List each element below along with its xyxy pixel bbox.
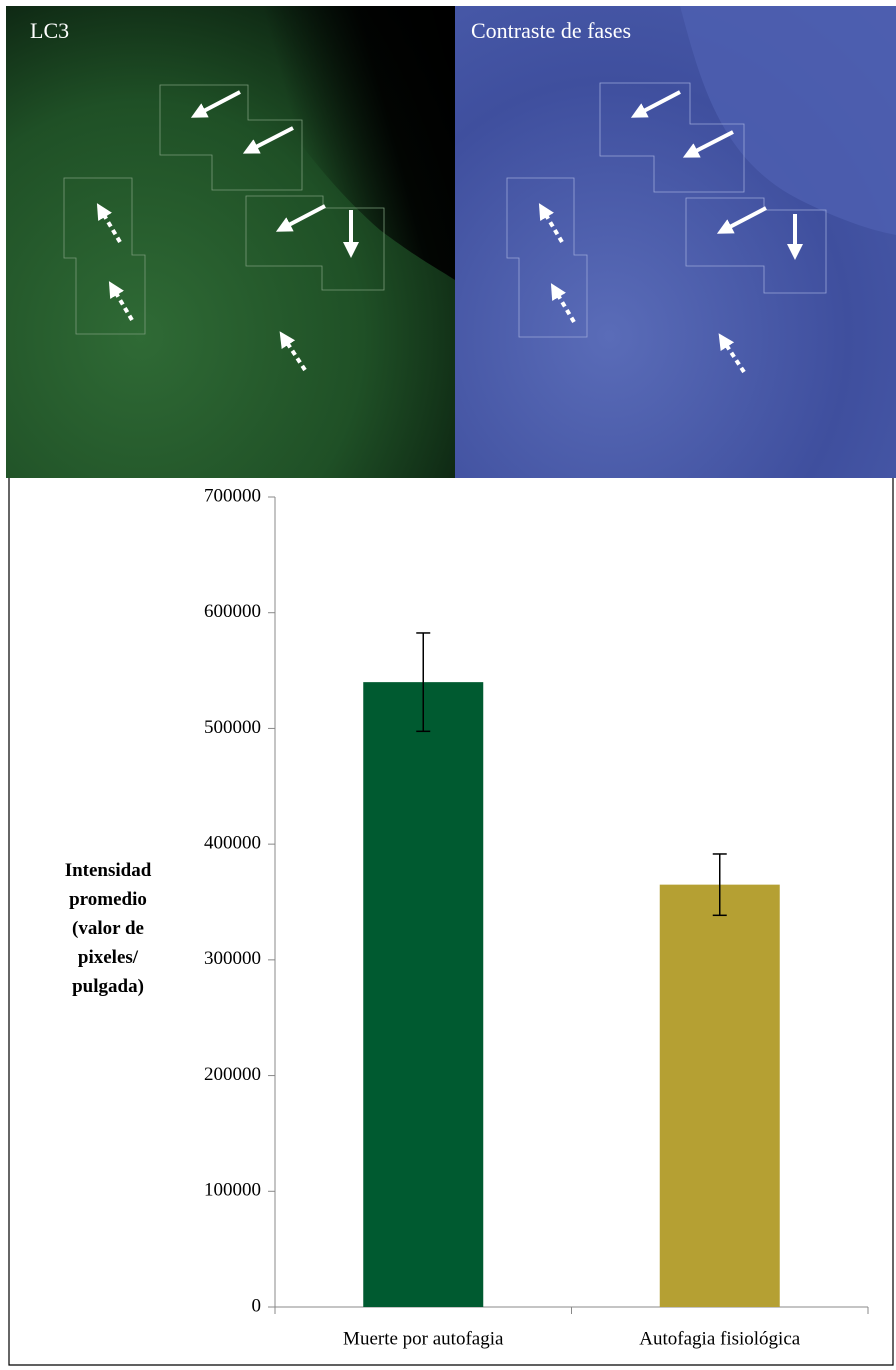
image-label: Contraste de fases [471, 18, 631, 43]
image-label: LC3 [30, 18, 69, 43]
figure: LC3 Contraste de fases 0 100000 200000 3000… [0, 0, 896, 1370]
x-tick-label: Autofagia fisiológica [639, 1328, 800, 1349]
y-tick-label: 600000 [204, 601, 261, 622]
page: {"images": [{"label": "LC3"}, {"label": … [0, 0, 896, 1370]
phase-image: Contraste de fases [455, 6, 896, 478]
y-tick-label: 700000 [204, 485, 261, 506]
y-tick-label: 500000 [204, 717, 261, 738]
y-axis-label: Intensidad promedio (valor de pixeles/ p… [48, 856, 168, 1001]
y-tick-label: 100000 [204, 1180, 261, 1201]
y-tick-label: 300000 [204, 948, 261, 969]
y-tick-label: 400000 [204, 833, 261, 854]
y-tick-label: 200000 [204, 1064, 261, 1085]
chart: 0 100000 200000 300000 400000 500000 600000 700… [204, 485, 868, 1349]
bar [660, 885, 780, 1307]
x-tick-label: Muerte por autofagia [343, 1328, 504, 1349]
y-tick-label: 0 [252, 1295, 262, 1316]
lc3-image: LC3 [6, 6, 455, 478]
bar [363, 682, 483, 1307]
